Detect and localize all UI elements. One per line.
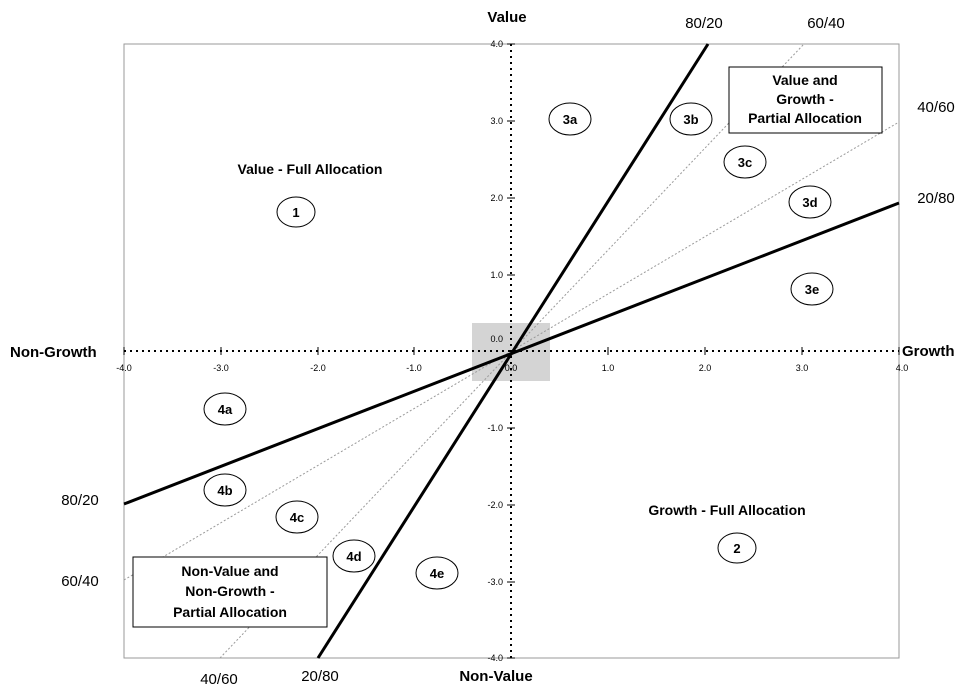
ratio-label-40-60-bottom: 40/60 <box>200 671 238 688</box>
oval-4e: 4e <box>415 556 459 590</box>
box-line: Non-Growth - <box>185 583 275 599</box>
x-tick-marks <box>123 347 900 355</box>
oval-label: 3c <box>738 155 752 170</box>
ratio-label-20-80-right: 20/80 <box>917 190 955 207</box>
oval-label: 3d <box>802 195 817 210</box>
oval-label: 4c <box>290 510 304 525</box>
box-line: Value and <box>772 72 837 88</box>
axis-title-growth: Growth <box>902 343 955 360</box>
oval-3b: 3b <box>669 102 713 136</box>
oval-label: 4b <box>217 483 232 498</box>
ratio-label-20-80-bottom: 20/80 <box>301 668 339 685</box>
axis-title-non-growth: Non-Growth <box>10 344 97 361</box>
ratio-label-80-20-top: 80/20 <box>685 15 723 32</box>
oval-4b: 4b <box>203 473 247 507</box>
y-tick-label: 1.0 <box>490 270 503 280</box>
oval-3a: 3a <box>548 102 592 136</box>
oval-3e: 3e <box>790 272 834 306</box>
ratio-label-60-40-left: 60/40 <box>61 573 99 590</box>
zone-growth-full-allocation: Growth - Full Allocation <box>648 502 805 518</box>
x-tick-label: 3.0 <box>796 363 809 373</box>
oval-3c: 3c <box>723 145 767 179</box>
y-tick-label: -4.0 <box>487 653 503 663</box>
y-tick-label: -1.0 <box>487 423 503 433</box>
y-tick-label: -3.0 <box>487 577 503 587</box>
oval-label: 2 <box>733 541 740 556</box>
ratio-label-60-40-top: 60/40 <box>807 15 845 32</box>
ratio-label-80-20-left: 80/20 <box>61 492 99 509</box>
oval-4d: 4d <box>332 539 376 573</box>
y-tick-marks <box>507 43 515 659</box>
x-tick-label: -1.0 <box>406 363 422 373</box>
oval-label: 1 <box>292 205 299 220</box>
oval-3d: 3d <box>788 185 832 219</box>
ratio-label-40-60-right: 40/60 <box>917 99 955 116</box>
zone-value-full-allocation: Value - Full Allocation <box>238 161 383 177</box>
oval-4a: 4a <box>203 392 247 426</box>
nonvalue-nongrowth-partial-box: Non-Value and Non-Growth - Partial Alloc… <box>132 556 328 628</box>
x-tick-label: 1.0 <box>602 363 615 373</box>
y-tick-label: 4.0 <box>490 39 503 49</box>
oval-label: 3b <box>683 112 698 127</box>
x-tick-label: -4.0 <box>116 363 132 373</box>
ratio-line-20-80 <box>316 43 710 659</box>
oval-label: 3e <box>805 282 819 297</box>
box-line: Growth - <box>776 91 834 107</box>
axis-title-non-value: Non-Value <box>459 668 532 685</box>
x-tick-label: 2.0 <box>699 363 712 373</box>
box-line: Partial Allocation <box>748 110 862 126</box>
y-tick-label: -2.0 <box>487 500 503 510</box>
x-tick-label: 0.0 <box>505 363 518 373</box>
oval-label: 4a <box>218 402 233 417</box>
y-tick-label: 0.0 <box>490 334 503 344</box>
ratio-line-40-60-bottom <box>219 43 805 659</box>
value-growth-partial-box: Value and Growth - Partial Allocation <box>728 66 883 134</box>
x-tick-label: -2.0 <box>310 363 326 373</box>
oval-label: 3a <box>563 112 578 127</box>
box-line: Partial Allocation <box>173 604 287 620</box>
oval-label: 4e <box>430 566 444 581</box>
y-tick-label: 2.0 <box>490 193 503 203</box>
x-tick-label: -3.0 <box>213 363 229 373</box>
y-tick-label: 3.0 <box>490 116 503 126</box>
x-tick-label: 4.0 <box>896 363 909 373</box>
oval-2: 2 <box>717 532 757 564</box>
oval-4c: 4c <box>275 500 319 534</box>
oval-label: 4d <box>346 549 361 564</box>
box-line: Non-Value and <box>181 563 278 579</box>
axis-title-value: Value <box>487 9 526 26</box>
oval-1: 1 <box>276 196 316 228</box>
